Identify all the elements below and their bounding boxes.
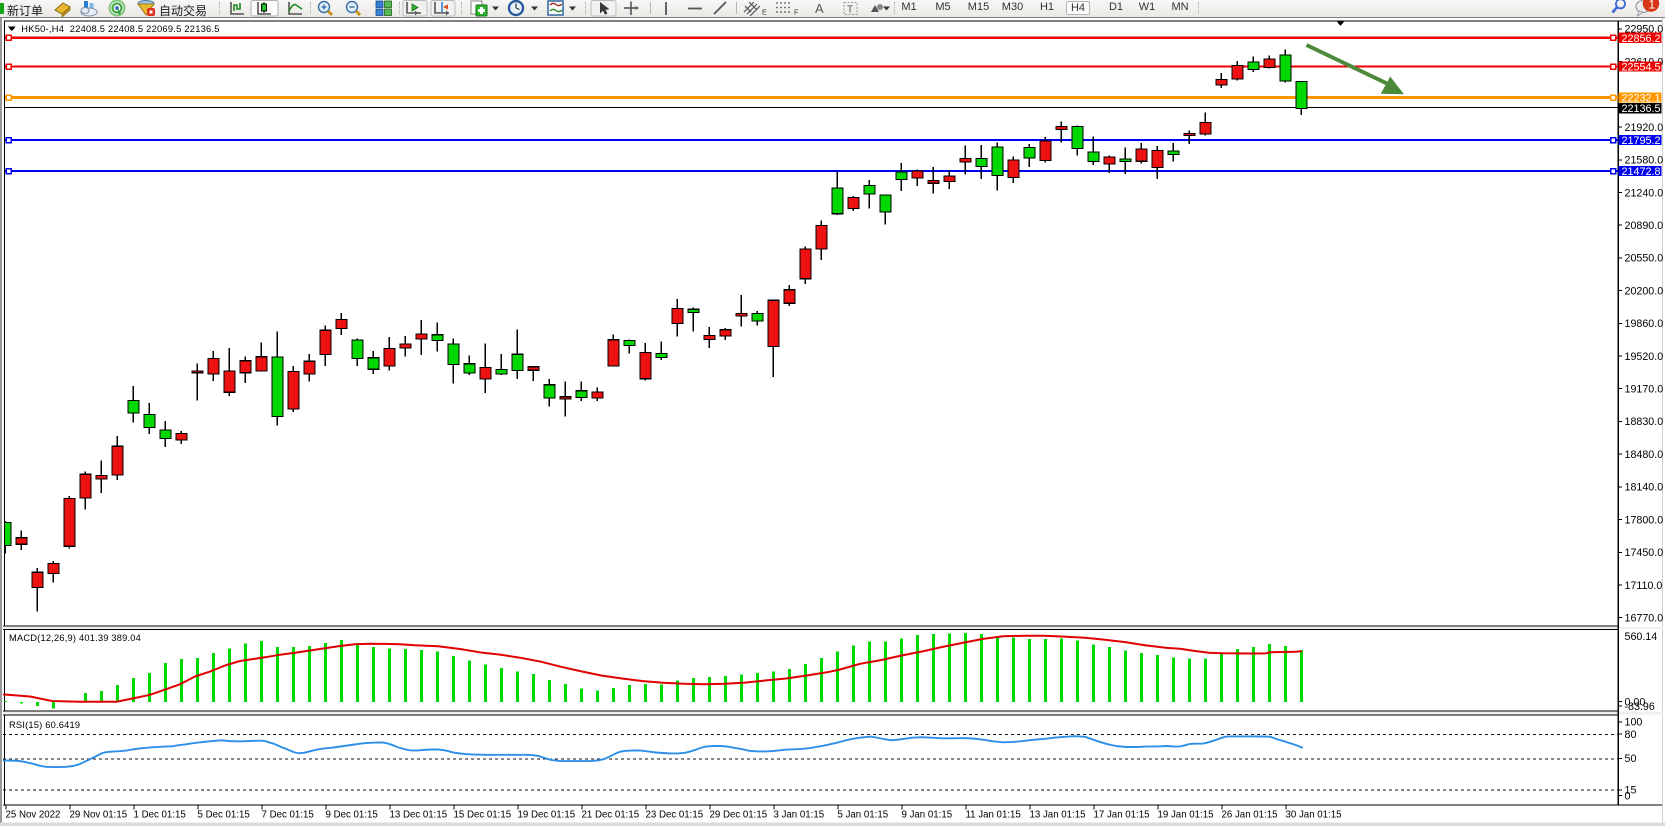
svg-text:A: A <box>815 1 824 16</box>
svg-text:17450.0: 17450.0 <box>1625 547 1664 559</box>
svg-text:100: 100 <box>1625 717 1643 729</box>
svg-text:21240.0: 21240.0 <box>1625 187 1664 199</box>
svg-text:RSI(15) 60.6419: RSI(15) 60.6419 <box>9 720 80 730</box>
svg-text:19860.0: 19860.0 <box>1625 318 1664 330</box>
svg-text:21472.8: 21472.8 <box>1622 166 1661 178</box>
svg-text:21795.2: 21795.2 <box>1622 135 1661 147</box>
svg-text:5 Dec 01:15: 5 Dec 01:15 <box>198 810 250 821</box>
svg-text:30 Jan 01:15: 30 Jan 01:15 <box>1286 810 1342 821</box>
svg-text:F: F <box>794 10 798 17</box>
svg-text:17110.0: 17110.0 <box>1625 580 1663 592</box>
svg-text:7 Dec 01:15: 7 Dec 01:15 <box>262 810 314 821</box>
svg-text:20200.0: 20200.0 <box>1625 285 1664 297</box>
svg-text:560.14: 560.14 <box>1625 631 1658 643</box>
svg-text:MACD(12,26,9) 401.39 389.04: MACD(12,26,9) 401.39 389.04 <box>9 633 141 643</box>
svg-text:80: 80 <box>1625 729 1637 741</box>
svg-text:15 Dec 01:15: 15 Dec 01:15 <box>454 810 512 821</box>
svg-text:21920.0: 21920.0 <box>1625 122 1664 134</box>
svg-text:20890.0: 20890.0 <box>1625 220 1664 232</box>
svg-text:23 Dec 01:15: 23 Dec 01:15 <box>646 810 704 821</box>
svg-text:13 Dec 01:15: 13 Dec 01:15 <box>390 810 448 821</box>
svg-text:16770.0: 16770.0 <box>1625 613 1664 625</box>
svg-text:1 Dec 01:15: 1 Dec 01:15 <box>134 810 186 821</box>
svg-text:22136.5: 22136.5 <box>1622 103 1661 115</box>
svg-text:50: 50 <box>1625 753 1637 765</box>
svg-text:18140.0: 18140.0 <box>1625 482 1664 494</box>
svg-text:0: 0 <box>1625 790 1631 802</box>
svg-text:E: E <box>762 10 767 17</box>
svg-text:21 Dec 01:15: 21 Dec 01:15 <box>582 810 640 821</box>
svg-text:9 Jan 01:15: 9 Jan 01:15 <box>902 810 953 821</box>
svg-text:13 Jan 01:15: 13 Jan 01:15 <box>1030 810 1086 821</box>
svg-text:19170.0: 19170.0 <box>1625 384 1664 396</box>
svg-text:1: 1 <box>1649 0 1656 12</box>
svg-text:-83.96: -83.96 <box>1625 701 1655 713</box>
svg-text:HK50-,H4 22408.5 22408.5 2206: HK50-,H4 22408.5 22408.5 22069.5 22136.5 <box>21 24 219 34</box>
svg-text:3 Jan 01:15: 3 Jan 01:15 <box>774 810 825 821</box>
svg-text:0.00: 0.00 <box>1625 696 1646 708</box>
svg-text:19 Jan 01:15: 19 Jan 01:15 <box>1158 810 1214 821</box>
svg-text:18830.0: 18830.0 <box>1625 416 1664 428</box>
svg-text:T: T <box>847 5 853 16</box>
svg-text:5 Jan 01:15: 5 Jan 01:15 <box>838 810 889 821</box>
svg-text:9 Dec 01:15: 9 Dec 01:15 <box>326 810 378 821</box>
svg-text:22856.2: 22856.2 <box>1622 33 1661 45</box>
svg-text:20550.0: 20550.0 <box>1625 253 1664 265</box>
svg-text:26 Jan 01:15: 26 Jan 01:15 <box>1222 810 1278 821</box>
svg-text:17 Jan 01:15: 17 Jan 01:15 <box>1094 810 1150 821</box>
svg-text:19520.0: 19520.0 <box>1625 351 1664 363</box>
svg-text:19 Dec 01:15: 19 Dec 01:15 <box>518 810 576 821</box>
svg-text:22554.5: 22554.5 <box>1622 61 1661 73</box>
svg-text:29 Dec 01:15: 29 Dec 01:15 <box>710 810 768 821</box>
svg-text:15: 15 <box>1625 785 1637 797</box>
svg-text:11 Jan 01:15: 11 Jan 01:15 <box>966 810 1021 821</box>
svg-text:29 Nov 01:15: 29 Nov 01:15 <box>70 810 128 821</box>
svg-text:25 Nov 2022: 25 Nov 2022 <box>6 810 61 821</box>
svg-text:22232.1: 22232.1 <box>1622 92 1661 104</box>
svg-text:18480.0: 18480.0 <box>1625 449 1664 461</box>
svg-text:21580.0: 21580.0 <box>1625 155 1664 167</box>
svg-text:17800.0: 17800.0 <box>1625 514 1664 526</box>
